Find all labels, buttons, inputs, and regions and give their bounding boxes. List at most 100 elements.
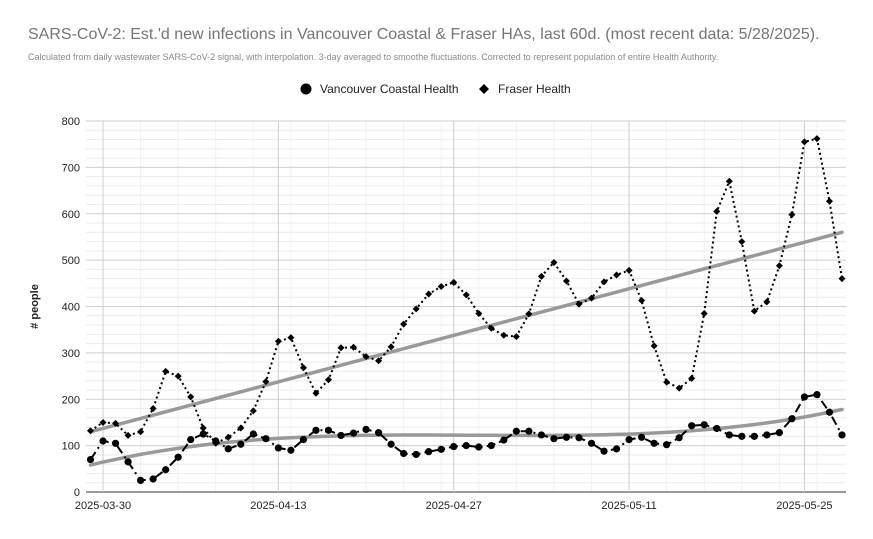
vch-data-point [86, 455, 95, 464]
fraser-data-point [262, 378, 270, 386]
fraser-data-point [550, 258, 558, 266]
vch-data-point [450, 442, 458, 451]
vch-data-point [137, 476, 145, 485]
vch-data-point [312, 426, 320, 434]
vch-data-point [249, 430, 257, 438]
vch-data-point [537, 431, 546, 439]
fraser-data-point [287, 334, 295, 342]
vch-data-point [675, 434, 683, 442]
y-tick-label: 800 [62, 116, 80, 128]
fraser-data-point [738, 238, 746, 246]
fraser-data-point [575, 300, 583, 308]
vch-data-point [700, 421, 708, 429]
fraser-data-point [838, 275, 846, 283]
chart-title: SARS-CoV-2: Est.'d new infections in Van… [28, 26, 820, 43]
fraser-data-point [149, 405, 157, 413]
y-tick-label: 600 [62, 209, 80, 221]
vch-data-point [487, 442, 495, 450]
vch-data-point [187, 435, 195, 444]
vch-data-point [174, 453, 182, 461]
vch-data-point [750, 432, 758, 440]
fraser-data-point [224, 433, 232, 441]
fraser-data-point [87, 427, 94, 435]
fraser-data-point [813, 135, 821, 143]
fraser-data-point [537, 272, 545, 280]
y-tick-label: 200 [62, 394, 80, 406]
vch-data-point [525, 427, 533, 435]
fraser-data-point [124, 431, 132, 439]
fraser-data-point [274, 337, 282, 345]
x-tick-label: 2025-05-11 [601, 500, 656, 512]
vch-data-point [124, 458, 132, 466]
fraser-data-point [775, 262, 783, 270]
y-tick-label: 0 [74, 487, 80, 499]
x-tick-label: 2025-03-30 [75, 500, 131, 512]
fraser-data-point [162, 367, 170, 375]
fraser-data-point [174, 372, 182, 380]
fraser-data-point [237, 424, 245, 432]
y-tick-label: 500 [62, 255, 80, 267]
vch-data-point [149, 475, 157, 483]
fraser-data-point [462, 291, 470, 299]
fraser-data-point [700, 309, 708, 317]
vch-data-point [337, 431, 345, 440]
fraser-data-point [613, 271, 621, 279]
vch-data-point [638, 433, 646, 441]
vch-data-point [838, 431, 846, 439]
fraser-data-point [425, 290, 433, 298]
fraser-data-point [487, 324, 495, 332]
fraser-data-point [375, 357, 383, 365]
vch-data-point [600, 447, 608, 455]
legend-fraser-label: Fraser Health [498, 82, 571, 96]
fraser-data-point [187, 393, 195, 401]
fraser-data-point [688, 374, 696, 382]
fraser-data-point [437, 283, 445, 291]
fraser-data-point [525, 310, 533, 318]
fraser-data-point [750, 307, 758, 315]
fraser-data-point [299, 364, 307, 372]
vch-data-point [199, 430, 207, 438]
vch-data-point [475, 443, 483, 451]
vch-data-point [412, 450, 420, 459]
vch-data-point [324, 426, 333, 434]
vch-data-point [262, 435, 270, 443]
vch-data-point [349, 429, 358, 437]
vch-data-point [562, 433, 571, 441]
fraser-data-point [112, 419, 120, 427]
fraser-data-point [199, 424, 207, 432]
fraser-data-point [675, 384, 683, 392]
y-tick-label: 400 [62, 302, 80, 314]
fraser-data-point [312, 389, 320, 397]
vch-data-point [111, 439, 120, 447]
fraser-data-point [249, 407, 257, 415]
fraser-data-point [350, 343, 358, 351]
fraser-trendline [88, 230, 844, 434]
vch-data-point [387, 440, 395, 448]
y-tick-label: 100 [62, 441, 80, 453]
fraser-data-point [412, 305, 420, 313]
y-axis-label: # people [29, 284, 41, 329]
vch-data-point [224, 445, 232, 453]
legend-vch-label: Vancouver Coastal Health [320, 82, 459, 96]
vch-data-point [825, 408, 834, 416]
vch-data-point [512, 427, 520, 435]
x-tick-label: 2025-04-27 [426, 500, 482, 512]
vch-data-point [788, 415, 796, 423]
vch-data-point [688, 422, 696, 430]
vch-data-point [374, 429, 383, 437]
vch-data-point [550, 435, 558, 443]
fraser-data-point [562, 277, 570, 285]
vch-data-point [713, 424, 721, 433]
vch-data-point [400, 449, 408, 458]
vch-data-point [625, 435, 633, 444]
vch-data-point [212, 437, 220, 445]
vch-data-point [738, 432, 746, 440]
fraser-data-point [625, 266, 633, 274]
fraser-data-point [763, 298, 771, 306]
fraser-data-point [650, 342, 658, 350]
fraser-data-point [500, 331, 508, 339]
y-tick-label: 300 [62, 348, 80, 360]
vch-data-point [763, 431, 771, 439]
